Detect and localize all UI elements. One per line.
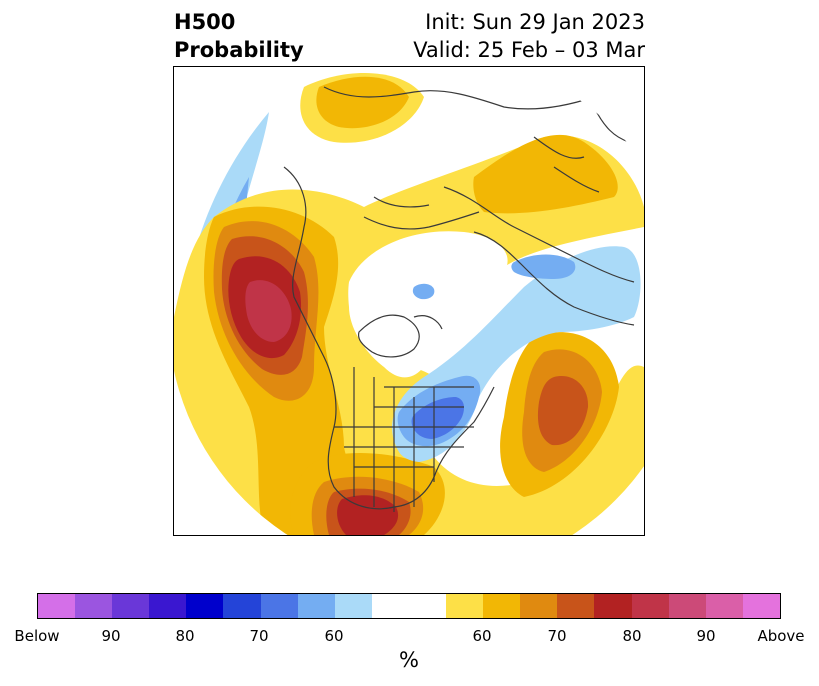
colorbar-tick-label: 70 xyxy=(547,627,567,645)
title-left: H500 Probability xyxy=(174,8,304,64)
colorbar-swatch xyxy=(705,594,743,618)
colorbar-tick-label: 90 xyxy=(101,627,121,645)
near-normal-arctic-region xyxy=(348,231,508,378)
colorbar-tick-label: Below xyxy=(14,627,60,645)
colorbar-swatch xyxy=(334,594,372,618)
colorbar-tick-label: Above xyxy=(757,627,805,645)
colorbar-swatch xyxy=(38,594,76,618)
title-right: Init: Sun 29 Jan 2023 Valid: 25 Feb – 03… xyxy=(413,8,645,64)
below-normal-greenland-spot xyxy=(412,283,435,300)
probability-map xyxy=(174,73,644,535)
above-normal-pacific-core xyxy=(245,280,292,342)
colorbar-swatch xyxy=(557,594,595,618)
colorbar-units-label: % xyxy=(399,648,419,672)
colorbar-swatch xyxy=(668,594,706,618)
colorbar-tick-label: 60 xyxy=(324,627,344,645)
colorbar-swatch xyxy=(483,594,521,618)
colorbar-swatch xyxy=(186,594,224,618)
colorbar-tick-label: 60 xyxy=(472,627,492,645)
colorbar-tick-label: 90 xyxy=(696,627,716,645)
probability-field xyxy=(174,73,644,535)
init-time-label: Init: Sun 29 Jan 2023 xyxy=(425,10,645,34)
below-normal-europe-core xyxy=(511,254,576,279)
colorbar-tick-label: 80 xyxy=(175,627,195,645)
colorbar-swatch xyxy=(112,594,150,618)
colorbar-swatch xyxy=(371,594,409,618)
colorbar-swatch xyxy=(408,594,447,618)
colorbar-swatch xyxy=(742,594,780,618)
map-panel xyxy=(173,66,645,536)
colorbar-swatch xyxy=(223,594,261,618)
above-normal-southern-us-red xyxy=(337,495,399,535)
colorbar-swatch xyxy=(520,594,558,618)
above-normal-europe-gold xyxy=(473,134,618,214)
title-metric: Probability xyxy=(174,38,304,62)
colorbar xyxy=(37,593,781,619)
colorbar-swatch xyxy=(149,594,187,618)
coastlines xyxy=(283,86,635,512)
colorbar-swatch xyxy=(446,594,484,618)
colorbar-swatch xyxy=(631,594,669,618)
colorbar-swatch xyxy=(297,594,335,618)
above-normal-arctic-gold xyxy=(316,76,409,129)
colorbar-swatch xyxy=(260,594,298,618)
colorbar-swatch xyxy=(75,594,113,618)
valid-period-label: Valid: 25 Feb – 03 Mar xyxy=(413,38,645,62)
above-normal-atlantic-dark-orange xyxy=(537,376,589,446)
colorbar-tick-label: 70 xyxy=(249,627,269,645)
colorbar-tick-label: 80 xyxy=(622,627,642,645)
title-variable: H500 xyxy=(174,10,236,34)
colorbar-swatch xyxy=(594,594,632,618)
